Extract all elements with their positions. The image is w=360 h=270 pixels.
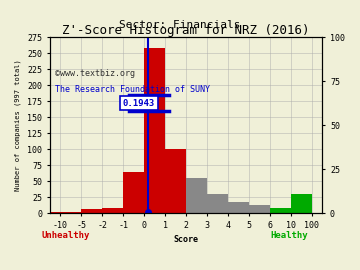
Text: Healthy: Healthy: [271, 231, 309, 239]
Bar: [291, 194, 312, 213]
Bar: [81, 209, 102, 213]
Text: The Research Foundation of SUNY: The Research Foundation of SUNY: [55, 85, 210, 94]
Bar: [228, 201, 249, 213]
Bar: [249, 205, 270, 213]
Bar: [165, 149, 186, 213]
Y-axis label: Number of companies (997 total): Number of companies (997 total): [15, 59, 22, 191]
Bar: [102, 208, 123, 213]
Bar: [207, 194, 228, 213]
Title: Z'-Score Histogram for NRZ (2016): Z'-Score Histogram for NRZ (2016): [62, 25, 310, 38]
Text: 0.1943: 0.1943: [123, 99, 155, 108]
Bar: [144, 48, 165, 213]
X-axis label: Score: Score: [174, 235, 198, 244]
Bar: [123, 171, 144, 213]
Bar: [60, 212, 81, 213]
Text: Unhealthy: Unhealthy: [42, 231, 90, 239]
Text: Sector: Financials: Sector: Financials: [119, 20, 241, 30]
Bar: [186, 178, 207, 213]
Text: ©www.textbiz.org: ©www.textbiz.org: [55, 69, 135, 78]
Bar: [270, 208, 291, 213]
Bar: [48, 212, 60, 213]
